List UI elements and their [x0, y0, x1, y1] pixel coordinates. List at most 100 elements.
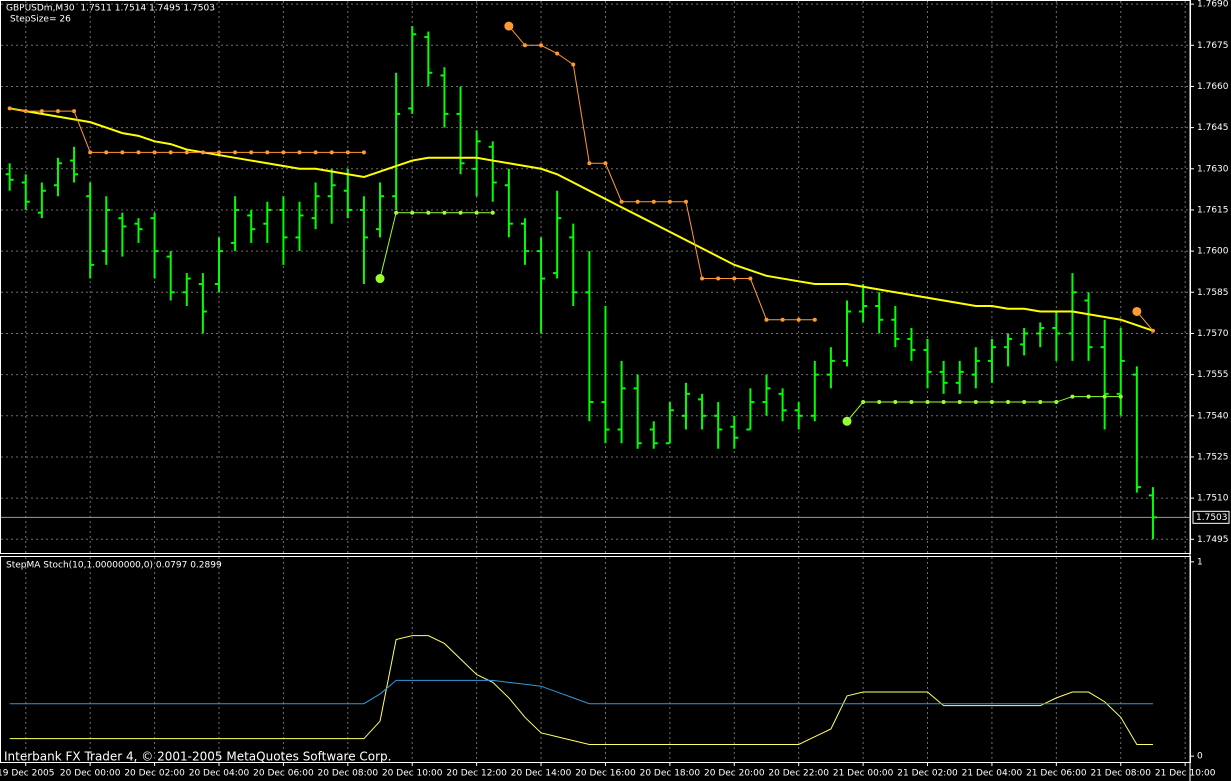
step-dot	[893, 400, 898, 405]
x-tick-label: 20 Dec 04:00	[189, 769, 250, 779]
step-dot	[1038, 400, 1043, 405]
step-dot	[7, 106, 12, 111]
step-dot	[1102, 394, 1107, 399]
y-tick-label: 1.7630	[1197, 164, 1229, 174]
x-tick-label: 20 Dec 18:00	[640, 769, 701, 779]
step-dot	[925, 400, 930, 405]
chart-subtitle: StepSize= 26	[10, 15, 71, 25]
step-dot	[1022, 400, 1027, 405]
step-dot	[877, 400, 882, 405]
price-panel	[0, 0, 1191, 554]
indicator-line	[9, 635, 1153, 746]
y-tick-label: 1.7615	[1197, 205, 1229, 215]
y-tick-label: 1	[1197, 557, 1203, 567]
chart-title: GBPUSDm,M30 1.7511 1.7514 1.7495 1.7503	[6, 4, 215, 14]
step-dot	[716, 276, 721, 281]
last-price-label: 1.7503	[1196, 513, 1228, 523]
step-dot	[1070, 394, 1075, 399]
y-tick-label: 1.7690	[1197, 0, 1229, 10]
y-tick-label: 1.7585	[1197, 288, 1229, 298]
step-dot	[313, 150, 318, 155]
x-tick-label: 20 Dec 10:00	[382, 769, 443, 779]
step-dot	[764, 317, 769, 322]
x-tick-label: 20 Dec 06:00	[253, 769, 314, 779]
step-dot	[23, 109, 28, 114]
step-start	[504, 21, 514, 31]
step-dot	[555, 51, 560, 56]
step-dot	[297, 150, 302, 155]
step-dot	[989, 400, 994, 405]
y-tick-label: 1.7525	[1197, 452, 1229, 462]
x-tick-label: 21 Dec 02:00	[897, 769, 958, 779]
footer: Interbank FX Trader 4, © 2001-2005 MetaQ…	[4, 750, 392, 764]
indicator-title: StepMA Stoch(10,1.00000000,0) 0.0797 0.2…	[6, 561, 222, 571]
step-dot	[1054, 400, 1059, 405]
step-dot	[571, 62, 576, 67]
step-dot	[812, 317, 817, 322]
step-dot	[233, 150, 238, 155]
moving-average	[9, 107, 1154, 332]
step-dot	[587, 161, 592, 166]
step-dot	[941, 400, 946, 405]
step-dot	[88, 150, 93, 155]
step-dot	[973, 400, 978, 405]
step-dot	[732, 276, 737, 281]
y-tick-label: 1.7510	[1197, 494, 1229, 504]
y-tick-label: 1.7540	[1197, 411, 1229, 421]
step-line	[9, 25, 1154, 332]
step-dot	[651, 199, 656, 204]
x-tick-label: 20 Dec 20:00	[704, 769, 765, 779]
step-dot	[345, 150, 350, 155]
step-dot	[249, 150, 254, 155]
x-tick-label: 21 Dec 08:00	[1090, 769, 1151, 779]
x-tick-label: 20 Dec 02:00	[124, 769, 185, 779]
step-dot	[748, 276, 753, 281]
x-tick-label: 21 Dec 00:00	[833, 769, 894, 779]
step-dot	[216, 150, 221, 155]
step-dot	[200, 150, 205, 155]
step-dot	[168, 150, 173, 155]
x-tick-label: 20 Dec 14:00	[511, 769, 572, 779]
step-dot	[796, 317, 801, 322]
step-dot	[265, 150, 270, 155]
step-dot	[136, 150, 141, 155]
step-start	[842, 416, 852, 426]
step-dot	[329, 150, 334, 155]
step-dot	[104, 150, 109, 155]
y-tick-label: 0	[1197, 752, 1203, 762]
x-tick-label: 20 Dec 00:00	[60, 769, 121, 779]
x-tick-label: 19 Dec 2005	[0, 769, 55, 779]
step-dot	[39, 109, 44, 114]
step-dot	[474, 210, 479, 215]
step-dot	[603, 161, 608, 166]
indicator-panel	[0, 556, 1191, 763]
step-dot	[184, 150, 189, 155]
step-start	[375, 274, 385, 284]
step-dot	[700, 276, 705, 281]
x-tick-label: 20 Dec 12:00	[446, 769, 507, 779]
step-dot	[619, 199, 624, 204]
step-line	[379, 212, 1121, 422]
step-dot	[1118, 394, 1123, 399]
step-dot	[861, 400, 866, 405]
last-price-box	[1192, 510, 1230, 524]
step-dot	[72, 109, 77, 114]
step-dot	[442, 210, 447, 215]
step-dot	[522, 43, 527, 48]
x-tick-label: 21 Dec 04:00	[962, 769, 1023, 779]
step-dot	[683, 199, 688, 204]
step-dot	[780, 317, 785, 322]
y-tick-label: 1.7660	[1197, 82, 1229, 92]
step-dot	[410, 210, 415, 215]
step-start	[1132, 306, 1142, 316]
step-dot	[1086, 394, 1091, 399]
x-tick-label: 20 Dec 22:00	[768, 769, 829, 779]
x-tick-label: 20 Dec 16:00	[575, 769, 636, 779]
step-dot	[957, 400, 962, 405]
step-dot	[667, 199, 672, 204]
y-tick-label: 1.7570	[1197, 329, 1229, 339]
x-tick-label: 21 Dec 10:00	[1155, 769, 1216, 779]
step-dot	[1150, 328, 1155, 333]
y-tick-label: 1.7645	[1197, 123, 1229, 133]
y-tick-label: 1.7495	[1197, 535, 1229, 545]
